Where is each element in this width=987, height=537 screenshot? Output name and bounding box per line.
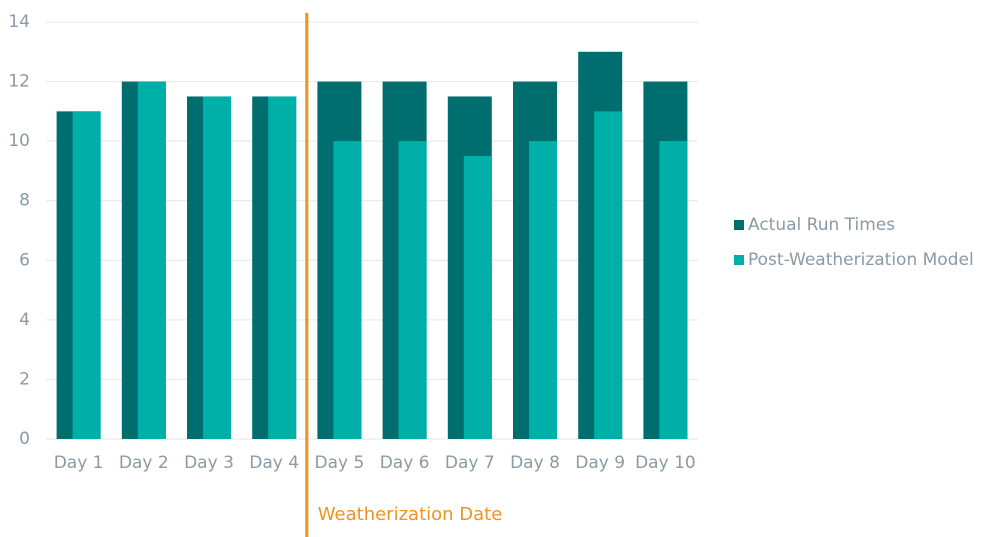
x-tick-label: Day 3	[184, 453, 234, 473]
annotation-text: Weatherization Date	[318, 504, 503, 525]
bar	[529, 141, 557, 439]
x-tick-label: Day 10	[635, 453, 696, 473]
bar	[594, 111, 623, 439]
x-tick-label: Day 7	[445, 453, 495, 473]
x-tick-label: Day 6	[380, 453, 430, 473]
x-tick-label: Day 8	[510, 453, 560, 473]
bar	[333, 141, 362, 439]
bar	[398, 141, 427, 439]
x-tick-label: Day 2	[119, 453, 169, 473]
bar	[659, 141, 688, 439]
bar	[463, 156, 492, 440]
y-tick-label: 12	[8, 72, 30, 92]
y-tick-label: 4	[19, 310, 30, 330]
legend-label: Post-Weatherization Model	[748, 250, 974, 270]
legend-label: Actual Run Times	[748, 215, 895, 235]
x-tick-label: Day 9	[575, 453, 625, 473]
y-tick-label: 6	[19, 250, 30, 270]
legend-swatch	[734, 220, 744, 230]
legend-swatch	[734, 255, 744, 265]
bar	[72, 111, 101, 439]
x-tick-label: Day 4	[249, 453, 299, 473]
y-tick-label: 8	[19, 191, 30, 211]
y-tick-label: 0	[19, 429, 30, 449]
y-tick-label: 14	[8, 12, 30, 32]
bar	[137, 81, 166, 440]
bar	[203, 96, 231, 439]
x-tick-label: Day 1	[54, 453, 104, 473]
x-tick-label: Day 5	[315, 453, 365, 473]
bar	[268, 96, 297, 439]
y-tick-label: 10	[8, 131, 30, 151]
y-tick-label: 2	[19, 369, 30, 389]
